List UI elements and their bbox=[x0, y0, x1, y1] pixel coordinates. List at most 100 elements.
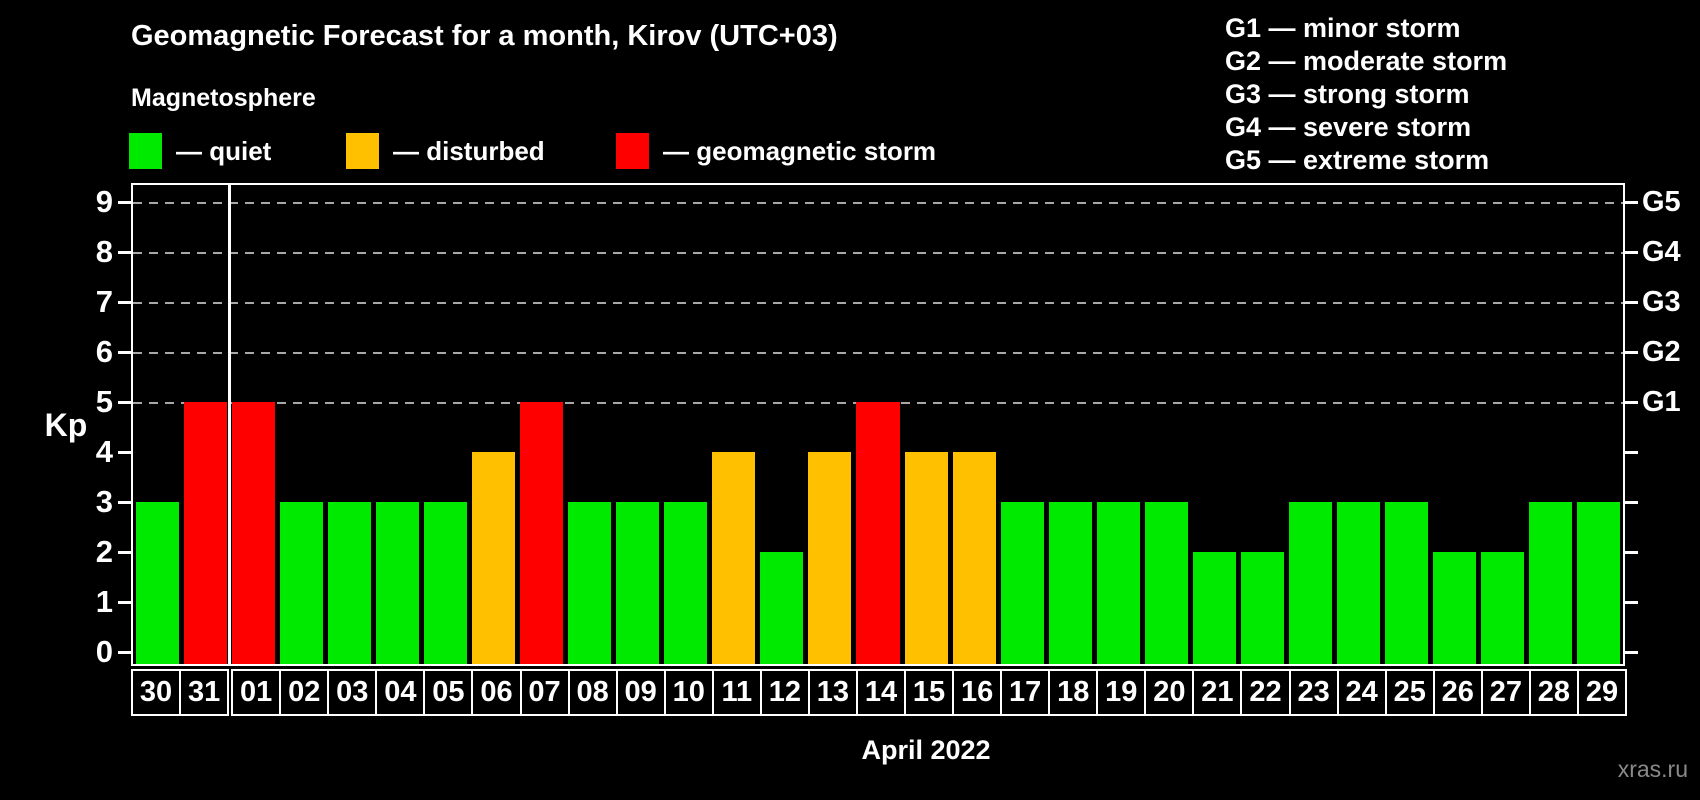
kp-bar-day-25 bbox=[1385, 502, 1429, 664]
legend-swatch-disturbed bbox=[346, 133, 379, 169]
kp-bar-day-09 bbox=[616, 502, 660, 664]
day-label-05: 05 bbox=[423, 669, 474, 716]
day-label-14: 14 bbox=[855, 669, 907, 716]
g-legend-line-2: G2 — moderate storm bbox=[1225, 46, 1508, 76]
day-label-17: 17 bbox=[1000, 669, 1051, 716]
gridline-kp-7 bbox=[133, 302, 1623, 304]
kp-bar-day-18 bbox=[1048, 502, 1092, 664]
day-label-30: 30 bbox=[131, 669, 182, 716]
day-label-08: 08 bbox=[567, 669, 618, 716]
kp-bar-day-05 bbox=[423, 502, 467, 664]
legend-label-disturbed: — disturbed bbox=[393, 135, 545, 166]
day-label-18: 18 bbox=[1048, 669, 1099, 716]
color-legend: — quiet — disturbed — geomagnetic storm bbox=[129, 132, 1029, 170]
y-tick-left-6 bbox=[118, 351, 131, 354]
watermark: xras.ru bbox=[1617, 756, 1688, 782]
y-axis-label-0: 0 bbox=[95, 634, 113, 669]
day-label-16: 16 bbox=[952, 669, 1003, 716]
y-axis-label-6: 6 bbox=[95, 334, 113, 369]
g-scale-legend: G1 — minor storm G2 — moderate storm G3 — … bbox=[1225, 12, 1507, 177]
gridline-kp-6 bbox=[133, 352, 1623, 354]
right-axis-label-G3: G3 bbox=[1642, 286, 1681, 318]
y-tick-left-9 bbox=[118, 201, 131, 204]
day-label-28: 28 bbox=[1528, 669, 1579, 716]
day-label-11: 11 bbox=[711, 669, 762, 716]
gridline-kp-9 bbox=[133, 202, 1623, 204]
day-label-19: 19 bbox=[1096, 669, 1147, 716]
kp-bar-day-06 bbox=[471, 452, 515, 664]
g-legend-line-4: G4 — severe storm bbox=[1225, 112, 1472, 142]
kp-bar-day-16 bbox=[952, 452, 996, 664]
kp-bar-day-08 bbox=[568, 502, 612, 664]
y-tick-left-7 bbox=[118, 301, 131, 304]
y-axis-label-4: 4 bbox=[95, 434, 113, 469]
y-tick-right-1 bbox=[1625, 601, 1638, 604]
day-label-06: 06 bbox=[471, 669, 522, 716]
y-axis-label-5: 5 bbox=[95, 384, 113, 419]
kp-bar-day-11 bbox=[712, 452, 756, 664]
day-label-31: 31 bbox=[179, 669, 230, 716]
y-axis-label-9: 9 bbox=[95, 184, 113, 219]
day-label-09: 09 bbox=[615, 669, 666, 716]
kp-bar-day-30 bbox=[135, 502, 179, 664]
kp-bar-day-13 bbox=[808, 452, 852, 664]
x-axis-title: April 2022 bbox=[861, 735, 991, 765]
y-tick-right-7 bbox=[1625, 301, 1638, 304]
day-label-26: 26 bbox=[1432, 669, 1483, 716]
plot-area bbox=[131, 183, 1625, 666]
y-tick-right-6 bbox=[1625, 351, 1638, 354]
g-legend-line-5: G5 — extreme storm bbox=[1225, 145, 1490, 175]
day-label-23: 23 bbox=[1288, 669, 1339, 716]
kp-bar-day-04 bbox=[375, 502, 419, 664]
y-tick-left-4 bbox=[118, 451, 131, 454]
y-tick-right-5 bbox=[1625, 401, 1638, 404]
y-tick-left-2 bbox=[118, 551, 131, 554]
y-axis-label-1: 1 bbox=[95, 584, 113, 619]
right-axis-label-G1: G1 bbox=[1642, 386, 1681, 418]
g-legend-line-3: G3 — strong storm bbox=[1225, 79, 1470, 109]
day-label-04: 04 bbox=[375, 669, 426, 716]
y-tick-right-8 bbox=[1625, 251, 1638, 254]
kp-bar-day-24 bbox=[1337, 502, 1381, 664]
legend-label-quiet: — quiet bbox=[176, 135, 272, 166]
day-label-27: 27 bbox=[1480, 669, 1531, 716]
kp-bar-day-15 bbox=[904, 452, 948, 664]
kp-bar-day-17 bbox=[1000, 502, 1044, 664]
legend-item-disturbed: — disturbed bbox=[346, 132, 545, 170]
day-label-25: 25 bbox=[1384, 669, 1435, 716]
kp-bar-day-03 bbox=[327, 502, 371, 664]
day-label-02: 02 bbox=[279, 669, 330, 716]
right-axis-label-G4: G4 bbox=[1642, 236, 1681, 268]
kp-bar-day-07 bbox=[520, 402, 564, 664]
kp-bar-day-28 bbox=[1529, 502, 1573, 664]
legend-item-quiet: — quiet bbox=[129, 132, 271, 170]
y-tick-left-0 bbox=[118, 651, 131, 654]
y-tick-right-4 bbox=[1625, 451, 1638, 454]
day-label-24: 24 bbox=[1336, 669, 1387, 716]
legend-swatch-quiet bbox=[129, 133, 162, 169]
day-label-03: 03 bbox=[327, 669, 378, 716]
right-axis-label-G2: G2 bbox=[1642, 336, 1681, 368]
gridline-kp-8 bbox=[133, 252, 1623, 254]
y-tick-left-1 bbox=[118, 601, 131, 604]
right-axis-label-G5: G5 bbox=[1642, 186, 1681, 218]
day-label-20: 20 bbox=[1144, 669, 1195, 716]
day-label-22: 22 bbox=[1240, 669, 1291, 716]
kp-bar-day-12 bbox=[760, 552, 804, 664]
legend-item-storm: — geomagnetic storm bbox=[616, 132, 936, 170]
kp-bar-day-23 bbox=[1289, 502, 1333, 664]
y-tick-left-3 bbox=[118, 501, 131, 504]
legend-swatch-storm bbox=[616, 133, 649, 169]
y-axis-label-7: 7 bbox=[95, 284, 113, 319]
y-tick-right-0 bbox=[1625, 651, 1638, 654]
kp-bar-day-27 bbox=[1481, 552, 1525, 664]
kp-bar-day-26 bbox=[1433, 552, 1477, 664]
y-tick-right-2 bbox=[1625, 551, 1638, 554]
day-label-29: 29 bbox=[1576, 669, 1627, 716]
kp-bar-day-29 bbox=[1577, 502, 1621, 664]
g-legend-line-1: G1 — minor storm bbox=[1225, 13, 1461, 43]
day-label-07: 07 bbox=[519, 669, 570, 716]
y-axis-title: Kp bbox=[44, 407, 88, 443]
day-label-13: 13 bbox=[807, 669, 858, 716]
